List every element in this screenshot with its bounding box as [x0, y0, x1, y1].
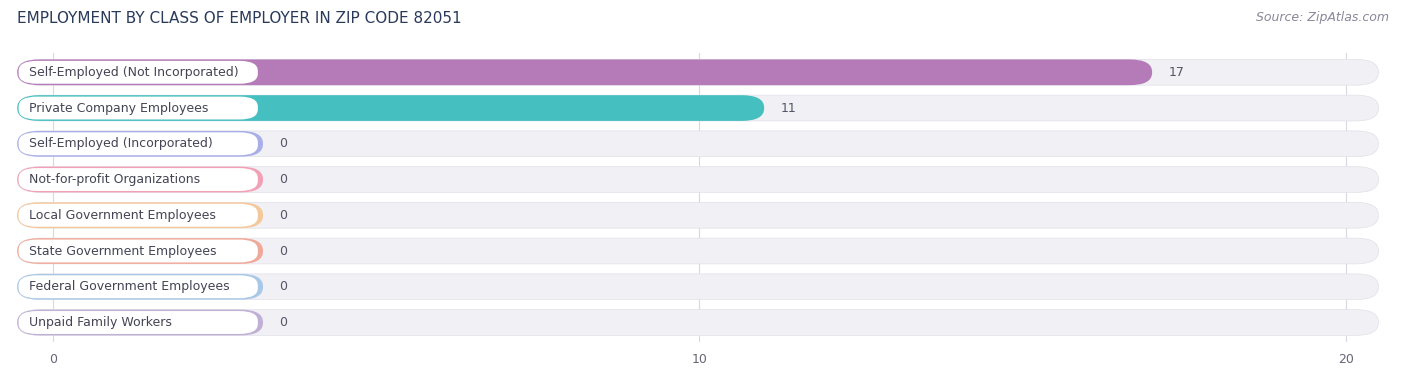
FancyBboxPatch shape	[17, 59, 1152, 85]
FancyBboxPatch shape	[17, 274, 263, 300]
Text: Self-Employed (Incorporated): Self-Employed (Incorporated)	[30, 137, 212, 150]
FancyBboxPatch shape	[17, 238, 263, 264]
Text: Not-for-profit Organizations: Not-for-profit Organizations	[30, 173, 200, 186]
FancyBboxPatch shape	[18, 204, 257, 227]
Text: Unpaid Family Workers: Unpaid Family Workers	[30, 316, 172, 329]
Text: 0: 0	[280, 137, 287, 150]
FancyBboxPatch shape	[18, 132, 257, 155]
FancyBboxPatch shape	[17, 95, 1378, 121]
Text: State Government Employees: State Government Employees	[30, 244, 217, 258]
FancyBboxPatch shape	[17, 309, 263, 335]
FancyBboxPatch shape	[17, 309, 1378, 335]
Text: 11: 11	[780, 102, 796, 115]
Text: 0: 0	[280, 173, 287, 186]
Text: Self-Employed (Not Incorporated): Self-Employed (Not Incorporated)	[30, 66, 239, 79]
Text: Private Company Employees: Private Company Employees	[30, 102, 208, 115]
FancyBboxPatch shape	[18, 240, 257, 262]
FancyBboxPatch shape	[17, 202, 1378, 228]
FancyBboxPatch shape	[17, 238, 1378, 264]
FancyBboxPatch shape	[18, 275, 257, 298]
FancyBboxPatch shape	[17, 167, 263, 193]
Text: EMPLOYMENT BY CLASS OF EMPLOYER IN ZIP CODE 82051: EMPLOYMENT BY CLASS OF EMPLOYER IN ZIP C…	[17, 11, 461, 26]
FancyBboxPatch shape	[18, 97, 257, 120]
FancyBboxPatch shape	[18, 168, 257, 191]
Text: 0: 0	[280, 209, 287, 222]
Text: 0: 0	[280, 244, 287, 258]
Text: 17: 17	[1168, 66, 1184, 79]
FancyBboxPatch shape	[17, 274, 1378, 300]
Text: 0: 0	[280, 280, 287, 293]
FancyBboxPatch shape	[17, 167, 1378, 193]
Text: Local Government Employees: Local Government Employees	[30, 209, 215, 222]
FancyBboxPatch shape	[17, 131, 1378, 157]
FancyBboxPatch shape	[17, 59, 1378, 85]
FancyBboxPatch shape	[17, 95, 763, 121]
Text: 0: 0	[280, 316, 287, 329]
FancyBboxPatch shape	[17, 131, 263, 157]
Text: Federal Government Employees: Federal Government Employees	[30, 280, 229, 293]
Text: Source: ZipAtlas.com: Source: ZipAtlas.com	[1256, 11, 1389, 24]
FancyBboxPatch shape	[18, 311, 257, 334]
FancyBboxPatch shape	[17, 202, 263, 228]
FancyBboxPatch shape	[18, 61, 257, 84]
